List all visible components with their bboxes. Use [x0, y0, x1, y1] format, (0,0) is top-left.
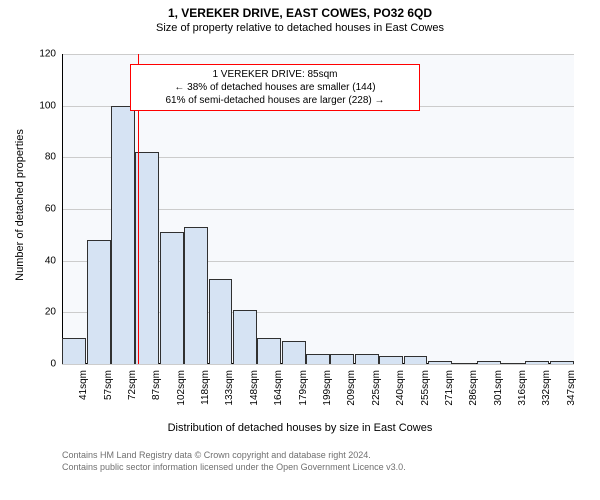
footer: Contains HM Land Registry data © Crown c…: [62, 450, 406, 473]
bar: [428, 361, 452, 364]
xtick-label: 209sqm: [346, 370, 357, 406]
bar: [209, 279, 233, 364]
xtick-label: 41sqm: [78, 370, 89, 400]
footer-line2: Contains public sector information licen…: [62, 462, 406, 474]
xtick-label: 199sqm: [322, 370, 333, 406]
xtick-label: 87sqm: [151, 370, 162, 400]
bar: [379, 356, 403, 364]
bar: [233, 310, 257, 364]
annotation-box: 1 VEREKER DRIVE: 85sqm ← 38% of detached…: [130, 64, 420, 111]
xtick-label: 332sqm: [541, 370, 552, 406]
xtick-label: 271sqm: [444, 370, 455, 406]
xtick-label: 301sqm: [493, 370, 504, 406]
bar: [501, 363, 525, 364]
xtick-label: 316sqm: [517, 370, 528, 406]
bar: [306, 354, 330, 364]
xtick-label: 179sqm: [298, 370, 309, 406]
xtick-label: 72sqm: [127, 370, 138, 400]
bar: [550, 361, 574, 364]
bar: [62, 338, 86, 364]
ytick-label: 80: [30, 152, 56, 163]
xtick-label: 240sqm: [395, 370, 406, 406]
bar: [525, 361, 549, 364]
y-axis: [62, 54, 63, 364]
xtick-label: 133sqm: [224, 370, 235, 406]
xtick-label: 57sqm: [103, 370, 114, 400]
footer-line1: Contains HM Land Registry data © Crown c…: [62, 450, 406, 462]
x-axis-label: Distribution of detached houses by size …: [0, 422, 600, 434]
bar: [160, 232, 184, 364]
bar: [477, 361, 501, 364]
bar: [330, 354, 354, 364]
bar: [184, 227, 208, 364]
xtick-label: 286sqm: [468, 370, 479, 406]
ytick-label: 20: [30, 307, 56, 318]
xtick-label: 255sqm: [420, 370, 431, 406]
ytick-label: 60: [30, 204, 56, 215]
xtick-label: 148sqm: [249, 370, 260, 406]
ytick-label: 40: [30, 255, 56, 266]
xtick-label: 347sqm: [566, 370, 577, 406]
xtick-label: 225sqm: [371, 370, 382, 406]
annotation-line2: ← 38% of detached houses are smaller (14…: [137, 81, 413, 94]
bar: [111, 106, 135, 364]
bar: [404, 356, 428, 364]
bar: [87, 240, 111, 364]
xtick-label: 102sqm: [176, 370, 187, 406]
annotation-line1: 1 VEREKER DRIVE: 85sqm: [137, 68, 413, 81]
ytick-label: 100: [30, 100, 56, 111]
gridline: [62, 364, 574, 365]
ytick-label: 120: [30, 49, 56, 60]
bar: [452, 363, 476, 364]
annotation-line3: 61% of semi-detached houses are larger (…: [137, 94, 413, 107]
bar: [355, 354, 379, 364]
y-axis-label: Number of detached properties: [14, 55, 26, 355]
bar: [257, 338, 281, 364]
xtick-label: 118sqm: [200, 370, 211, 405]
xtick-label: 164sqm: [273, 370, 284, 406]
ytick-label: 0: [30, 359, 56, 370]
bar: [282, 341, 306, 364]
